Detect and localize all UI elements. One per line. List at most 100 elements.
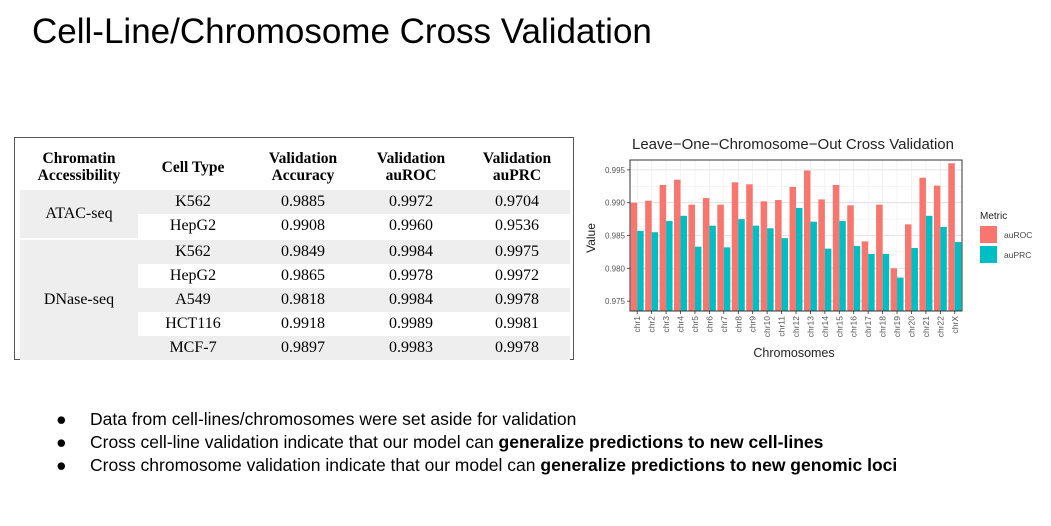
bar-auroc-chr11 (775, 200, 782, 311)
group-label-atac-seq: ATAC-seq (20, 190, 138, 238)
x-tick-label: chr8 (733, 316, 743, 333)
bar-auroc-chr3 (659, 184, 667, 311)
x-tick-label: chr2 (647, 316, 657, 333)
header-validation-auprc: Validation auPRC (482, 150, 552, 184)
bar-auroc-chr20 (904, 224, 912, 311)
bar-auroc-chr19 (890, 268, 898, 311)
chart-legend: Metric auROC auPRC (980, 211, 1032, 263)
table-header-row: Chromatin Accessibility Cell Type Valida… (20, 144, 570, 190)
slide-title: Cell-Line/Chromosome Cross Validation (32, 12, 652, 51)
bullet-text: Cross chromosome validation indicate tha… (90, 455, 541, 475)
bar-auroc-chr5 (688, 204, 695, 311)
table-row: DNase-seq K562 0.9849 0.9984 0.9975 (20, 238, 570, 360)
accuracy-cell: 0.9865 (281, 267, 325, 284)
bar-auroc-chr6 (702, 198, 710, 311)
bar-auprc-chr8 (738, 219, 745, 311)
auroc-cell: 0.9978 (389, 267, 433, 284)
table-row: HCT116 0.9918 0.9989 0.9981 (20, 312, 570, 336)
bullet-emphasis: generalize predictions to new cell-lines (498, 432, 824, 452)
x-tick-label: chr19 (892, 316, 902, 338)
bar-auroc-chr1 (630, 202, 638, 311)
x-tick-label: chr7 (719, 316, 729, 333)
auroc-cell: 0.9989 (389, 315, 433, 332)
cell-type-cell: K562 (138, 190, 248, 214)
auprc-cell: 0.9978 (464, 336, 570, 360)
y-tick-label: 0.975 (605, 297, 626, 306)
bar-auroc-chr2 (645, 200, 652, 311)
x-tick-label: chr22 (935, 316, 945, 338)
table-row: HepG2 0.9865 0.9978 0.9972 (20, 264, 570, 288)
bar-auroc-chr17 (861, 241, 869, 311)
auroc-cell: 0.9972 (358, 190, 464, 214)
bar-auroc-chr4 (674, 179, 681, 311)
bar-auprc-chr13 (810, 221, 817, 311)
bullet-dot-icon: ● (56, 409, 67, 429)
auprc-cell: 0.9704 (464, 190, 570, 214)
bar-auprc-chr3 (666, 221, 673, 311)
group-label-dnase-seq: DNase-seq (20, 238, 138, 360)
validation-table: Chromatin Accessibility Cell Type Valida… (20, 144, 570, 360)
x-tick-label: chr6 (704, 316, 714, 333)
bar-auroc-chr10 (760, 201, 768, 311)
bar-auprc-chr9 (752, 225, 760, 311)
table-row: A549 0.9818 0.9984 0.9978 (20, 288, 570, 312)
bullet-dot-icon: ● (56, 455, 67, 475)
validation-table-panel: Chromatin Accessibility Cell Type Valida… (14, 137, 574, 360)
header-validation-auroc: Validation auROC (376, 150, 446, 184)
bar-auprc-chr10 (767, 228, 774, 311)
bullet-item: ● Cross chromosome validation indicate th… (56, 454, 1006, 477)
bar-auprc-chr18 (882, 253, 890, 311)
x-tick-label: chr4 (676, 316, 686, 333)
x-tick-label: chr17 (863, 316, 873, 338)
bar-auroc-chr13 (803, 170, 811, 311)
table-row: HepG2 0.9908 0.9960 0.9536 (20, 214, 570, 238)
bar-auprc-chr21 (925, 215, 933, 311)
bar-auprc-chr14 (824, 248, 832, 311)
auprc-cell: 0.9536 (495, 217, 539, 234)
header-chromatin-accessibility: Chromatin Accessibility (37, 150, 121, 184)
bullet-dot-icon: ● (56, 432, 67, 452)
cross-validation-bar-chart: Leave−One−Chromosome−Out Cross Validatio… (584, 136, 1032, 360)
accuracy-cell: 0.9918 (281, 315, 325, 332)
x-tick-label: chr1 (632, 316, 642, 333)
cell-type-cell: K562 (138, 238, 248, 264)
y-tick-label: 0.990 (605, 199, 626, 208)
x-tick-label: chr11 (777, 316, 787, 337)
x-tick-label: chr3 (661, 316, 671, 333)
bullet-text: Cross cell-line validation indicate that… (90, 432, 499, 452)
bullet-list: ● Data from cell-lines/chromosomes were s… (56, 408, 1006, 477)
bar-auroc-chr21 (919, 177, 926, 311)
bar-auprc-chr22 (940, 226, 947, 311)
x-tick-label: chr9 (748, 316, 758, 333)
x-tick-label: chr21 (921, 316, 931, 338)
y-tick-label: 0.980 (605, 264, 626, 273)
bar-auroc-chr7 (717, 204, 724, 311)
auroc-cell: 0.9983 (358, 336, 464, 360)
cell-type-cell: HCT116 (165, 315, 221, 332)
bar-auroc-chr14 (818, 199, 825, 311)
bar-auprc-chr20 (911, 247, 918, 311)
bar-auprc-chr19 (897, 277, 904, 311)
bullet-item: ● Data from cell-lines/chromosomes were s… (56, 408, 1006, 431)
header-validation-accuracy: Validation Accuracy (268, 150, 338, 184)
cell-type-cell: MCF-7 (138, 336, 248, 360)
y-tick-label: 0.985 (605, 232, 626, 241)
x-tick-label: chr14 (820, 316, 830, 338)
auprc-cell: 0.9975 (464, 238, 570, 264)
bar-auprc-chr15 (839, 221, 846, 311)
bullet-emphasis: generalize predictions to new genomic lo… (540, 455, 898, 475)
x-axis: chr1 chr2 chr3 chr4 chr5 chr6 chr7 chr8 chr9 chr1… (632, 311, 960, 337)
bullet-text: Data from cell-lines/chromosomes were se… (90, 409, 577, 429)
bar-auroc-chr22 (933, 185, 941, 311)
bullet-item: ● Cross cell-line validation indicate tha… (56, 431, 1006, 454)
bar-auprc-chr4 (680, 215, 688, 311)
accuracy-cell: 0.9908 (281, 217, 325, 234)
bar-auprc-chr1 (637, 230, 644, 311)
y-tick-label: 0.995 (605, 166, 626, 175)
cell-type-cell: HepG2 (169, 267, 217, 284)
x-tick-label: chr5 (690, 316, 700, 333)
x-tick-label: chr18 (878, 316, 888, 338)
x-axis-title: Chromosomes (753, 346, 834, 360)
x-tick-label: chr12 (791, 316, 801, 338)
bar-auprc-chr2 (651, 232, 659, 311)
